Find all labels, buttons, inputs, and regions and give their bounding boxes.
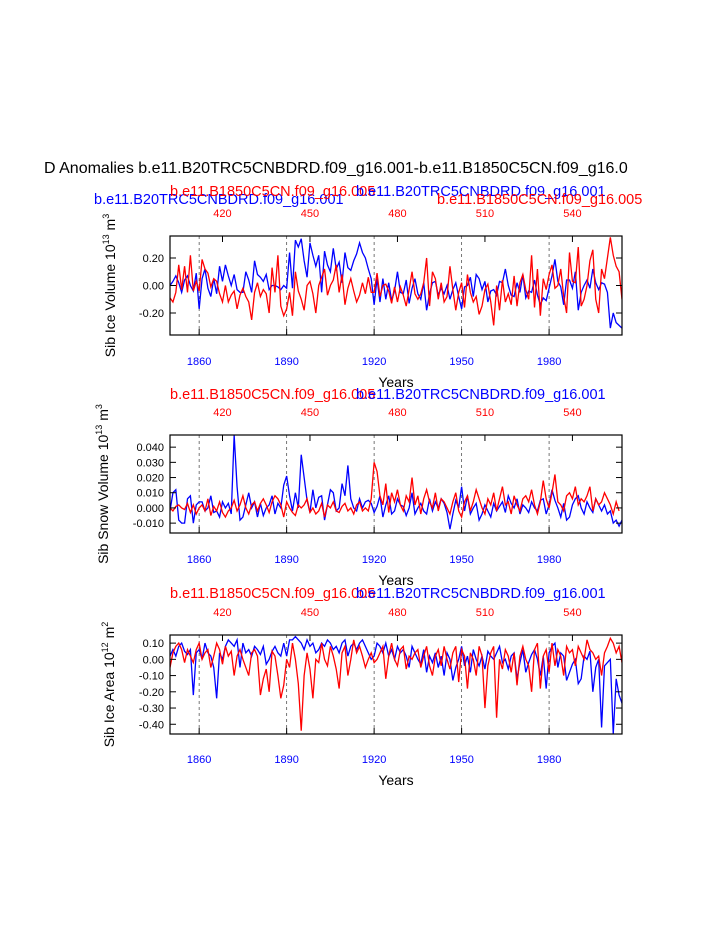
x-tick-label-top: 510 (476, 407, 494, 419)
x-axis-label: Years (378, 374, 413, 390)
y-tick-label: 0.00 (143, 281, 164, 293)
x-tick-label-top: 540 (563, 208, 581, 220)
panel-3: -0.40 -0.30 -0.20 -0.10 0.00 0.10 1860 1890 1920… (100, 586, 623, 788)
series-line-blue (170, 238, 622, 329)
panel-title-right: b.e11.B1850C5CN.f09_g16.005 (437, 192, 642, 208)
y-tick-label: 0.000 (136, 503, 164, 515)
x-tick-label-bottom: 1860 (187, 356, 211, 368)
x-tick-label-bottom: 1890 (274, 754, 298, 766)
x-tick-label-bottom: 1980 (537, 554, 561, 566)
x-tick-label-top: 540 (563, 407, 581, 419)
series-line-red (170, 636, 622, 731)
x-tick-label-top: 510 (476, 208, 494, 220)
panel-title-center: b.e11.B20TRC5CNBDRD.f09_g16.001 (356, 184, 606, 200)
panel-title-overlay: b.e11.B1850C5CN.f09_g16.005 (170, 184, 375, 200)
x-tick-label-bottom: 1920 (362, 754, 386, 766)
x-tick-label-bottom: 1980 (537, 754, 561, 766)
series-line-blue (170, 435, 622, 530)
y-axis-label: Sib Snow Volume 1013 m3 (94, 404, 111, 564)
x-axis-label: Years (378, 772, 413, 788)
x-tick-label-bottom: 1890 (274, 554, 298, 566)
panel-title-left: b.e11.B1850C5CN.f09_g16.005 (170, 586, 375, 602)
y-tick-label: 0.00 (143, 654, 164, 666)
panel-2: -0.010 0.000 0.010 0.020 0.030 0.040 1860 1890 1… (94, 387, 623, 588)
y-axis-label-part: 12 (100, 642, 110, 652)
figure-main-title: D Anomalies b.e11.B20TRC5CNBDRD.f09_g16.… (44, 160, 628, 177)
y-axis-label-part: 3 (94, 404, 104, 409)
y-axis-label-part: m (101, 627, 117, 643)
y-tick-label: 0.20 (143, 253, 164, 265)
y-axis-label-part: Sib Ice Volume 10 (102, 244, 118, 357)
x-tick-label-top: 450 (301, 607, 319, 619)
x-tick-label-bottom: 1920 (362, 554, 386, 566)
x-tick-label-top: 420 (213, 208, 231, 220)
x-tick-label-bottom: 1980 (537, 356, 561, 368)
series-line-red (170, 462, 620, 520)
x-tick-label-top: 420 (213, 607, 231, 619)
x-tick-label-bottom: 1950 (449, 356, 473, 368)
x-tick-label-top: 420 (213, 407, 231, 419)
plot-frame (169, 434, 623, 534)
y-axis-label-part: 3 (101, 214, 111, 219)
x-tick-label-top: 480 (388, 407, 406, 419)
y-axis-label-part: 13 (94, 425, 104, 435)
y-axis-label-part: m (95, 409, 111, 425)
panel-1: -0.20 0.00 0.20 1860 1890 1920 1950 1980 420 450 4… (94, 184, 642, 390)
y-axis-label-part: m (102, 219, 118, 235)
y-tick-label: -0.10 (139, 671, 164, 683)
y-tick-label: -0.30 (139, 703, 164, 715)
y-tick-label: 0.10 (143, 638, 164, 650)
y-tick-label: 0.010 (136, 488, 164, 500)
y-axis-label: Sib Ice Area 1012 m2 (100, 622, 117, 748)
y-tick-label: -0.20 (139, 687, 164, 699)
y-tick-label: -0.20 (139, 308, 164, 320)
panel-title-center: b.e11.B20TRC5CNBDRD.f09_g16.001 (356, 387, 606, 403)
series-line-blue (170, 635, 622, 734)
x-tick-label-bottom: 1950 (449, 754, 473, 766)
y-axis-label-part: 2 (100, 622, 110, 627)
panel-title-left: b.e11.B20TRC5CNBDRD.f09_g16.001 (94, 192, 344, 208)
x-tick-label-bottom: 1860 (187, 754, 211, 766)
y-axis-label-part: Sib Snow Volume 10 (95, 434, 111, 563)
x-tick-label-top: 450 (301, 407, 319, 419)
y-tick-label: 0.040 (136, 442, 164, 454)
x-tick-label-bottom: 1860 (187, 554, 211, 566)
series-line-red (170, 237, 622, 326)
x-tick-label-bottom: 1920 (362, 356, 386, 368)
y-axis-label: Sib Ice Volume 1013 m3 (101, 214, 118, 357)
panel-title-center: b.e11.B20TRC5CNBDRD.f09_g16.001 (356, 586, 606, 602)
y-axis-label-part: 13 (101, 234, 111, 244)
y-axis-label-part: Sib Ice Area 10 (101, 652, 117, 747)
x-tick-label-top: 510 (476, 607, 494, 619)
x-tick-label-top: 540 (563, 607, 581, 619)
y-tick-label: 0.030 (136, 457, 164, 469)
x-tick-label-top: 450 (301, 208, 319, 220)
x-tick-label-bottom: 1890 (274, 356, 298, 368)
panels: -0.20 0.00 0.20 1860 1890 1920 1950 1980 420 450 4… (94, 184, 642, 788)
x-axis-label: Years (378, 572, 413, 588)
x-tick-label-top: 480 (388, 208, 406, 220)
y-tick-label: 0.020 (136, 473, 164, 485)
y-tick-label: -0.010 (133, 518, 164, 530)
x-tick-label-bottom: 1950 (449, 554, 473, 566)
plot-frame (169, 634, 623, 735)
panel-title-left: b.e11.B1850C5CN.f09_g16.005 (170, 387, 375, 403)
y-tick-label: -0.40 (139, 719, 164, 731)
x-tick-label-top: 480 (388, 607, 406, 619)
